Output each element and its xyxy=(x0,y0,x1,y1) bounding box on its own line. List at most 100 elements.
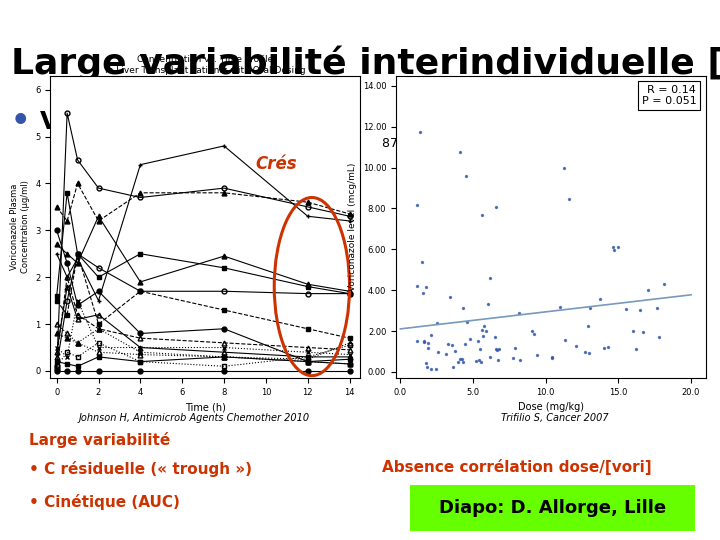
Point xyxy=(582,321,593,330)
FancyBboxPatch shape xyxy=(410,485,695,531)
Point xyxy=(583,348,595,357)
Point xyxy=(602,342,613,351)
Point xyxy=(484,353,495,361)
Point xyxy=(477,210,488,219)
Point xyxy=(412,200,423,209)
Text: •: • xyxy=(11,107,30,136)
Point xyxy=(420,359,431,367)
Point xyxy=(475,357,487,366)
Point xyxy=(564,194,575,203)
Text: Absence corrélation dose/[vori]: Absence corrélation dose/[vori] xyxy=(382,459,651,475)
Text: Voriconazole: Voriconazole xyxy=(40,110,220,133)
Point xyxy=(461,318,472,327)
X-axis label: Time (h): Time (h) xyxy=(185,402,225,412)
Point xyxy=(457,358,469,367)
Point xyxy=(492,346,503,354)
Text: 87 patients hémato (prophylaxie ou curatif): 87 patients hémato (prophylaxie ou curat… xyxy=(382,137,656,150)
Point xyxy=(456,355,467,363)
Point xyxy=(457,304,469,313)
Text: Johnson H, Antimicrob Agents Chemother 2010: Johnson H, Antimicrob Agents Chemother 2… xyxy=(78,413,310,423)
Point xyxy=(594,295,606,303)
Point xyxy=(546,352,557,361)
X-axis label: Dose (mg/kg): Dose (mg/kg) xyxy=(518,402,584,412)
Point xyxy=(425,365,436,374)
Point xyxy=(470,357,482,366)
Point xyxy=(464,335,476,343)
Point xyxy=(453,358,464,367)
Point xyxy=(418,336,430,345)
Text: R = 0.14
P = 0.051: R = 0.14 P = 0.051 xyxy=(642,85,696,106)
Point xyxy=(515,355,526,364)
Point xyxy=(411,282,423,291)
Point xyxy=(423,344,434,353)
Point xyxy=(653,333,665,341)
Point xyxy=(489,332,500,341)
Point xyxy=(476,326,487,334)
Point xyxy=(651,304,662,313)
Point xyxy=(418,338,429,346)
Point xyxy=(479,322,490,330)
Point xyxy=(441,350,452,359)
Point xyxy=(449,346,461,355)
Point xyxy=(490,345,501,354)
Y-axis label: Voriconazole level (mcg/mL): Voriconazole level (mcg/mL) xyxy=(348,163,357,291)
Point xyxy=(608,245,620,254)
Point xyxy=(579,348,590,357)
Point xyxy=(657,92,669,100)
Point xyxy=(482,300,493,308)
Point xyxy=(431,319,443,327)
Point xyxy=(423,339,434,348)
Title: Concentration vs. Time Profile
in Liver Transplant Patients with Oral Dosing: Concentration vs. Time Profile in Liver … xyxy=(105,56,305,75)
Point xyxy=(546,354,558,362)
Point xyxy=(414,127,426,136)
Text: • C résiduelle (« trough »): • C résiduelle (« trough ») xyxy=(29,461,252,477)
Text: • Cinétique (AUC): • Cinétique (AUC) xyxy=(29,494,180,510)
Point xyxy=(637,327,649,336)
Point xyxy=(508,354,519,363)
Point xyxy=(447,363,459,372)
Point xyxy=(658,279,670,288)
Text: 16 patients sous prophylaxie à 200 mg bid p.o.: 16 patients sous prophylaxie à 200 mg bi… xyxy=(50,137,346,150)
Point xyxy=(643,286,654,294)
Point xyxy=(459,340,471,348)
Point xyxy=(585,304,596,313)
Point xyxy=(421,363,433,372)
Point xyxy=(426,330,437,339)
Point xyxy=(493,345,505,354)
Point xyxy=(472,336,483,345)
Point xyxy=(613,243,624,252)
Point xyxy=(473,356,485,364)
Point xyxy=(510,344,521,353)
Point xyxy=(484,273,495,282)
Y-axis label: Voriconazole Plasma
Concentration (μg/ml): Voriconazole Plasma Concentration (μg/ml… xyxy=(10,180,30,273)
Point xyxy=(416,257,428,266)
Point xyxy=(454,147,466,156)
Point xyxy=(608,242,619,251)
Point xyxy=(417,288,428,297)
Point xyxy=(558,164,570,173)
Point xyxy=(490,203,502,212)
Point xyxy=(598,344,610,353)
Point xyxy=(432,348,444,356)
Point xyxy=(513,309,524,318)
Point xyxy=(570,342,582,350)
Point xyxy=(461,172,472,181)
Point xyxy=(634,306,646,314)
Point xyxy=(474,345,485,354)
Point xyxy=(627,327,639,336)
Point xyxy=(531,350,543,359)
Point xyxy=(454,355,466,363)
Point xyxy=(411,336,423,345)
Point xyxy=(492,355,504,364)
Point xyxy=(526,327,538,335)
Text: Trifilio S, Cancer 2007: Trifilio S, Cancer 2007 xyxy=(500,413,608,423)
Point xyxy=(442,339,454,348)
Point xyxy=(554,303,565,312)
Text: Large variabilité: Large variabilité xyxy=(29,433,170,448)
Point xyxy=(559,336,571,345)
Point xyxy=(480,327,491,335)
Point xyxy=(528,329,539,338)
Point xyxy=(621,305,632,313)
Text: Crés: Crés xyxy=(256,156,297,173)
Point xyxy=(420,283,432,292)
